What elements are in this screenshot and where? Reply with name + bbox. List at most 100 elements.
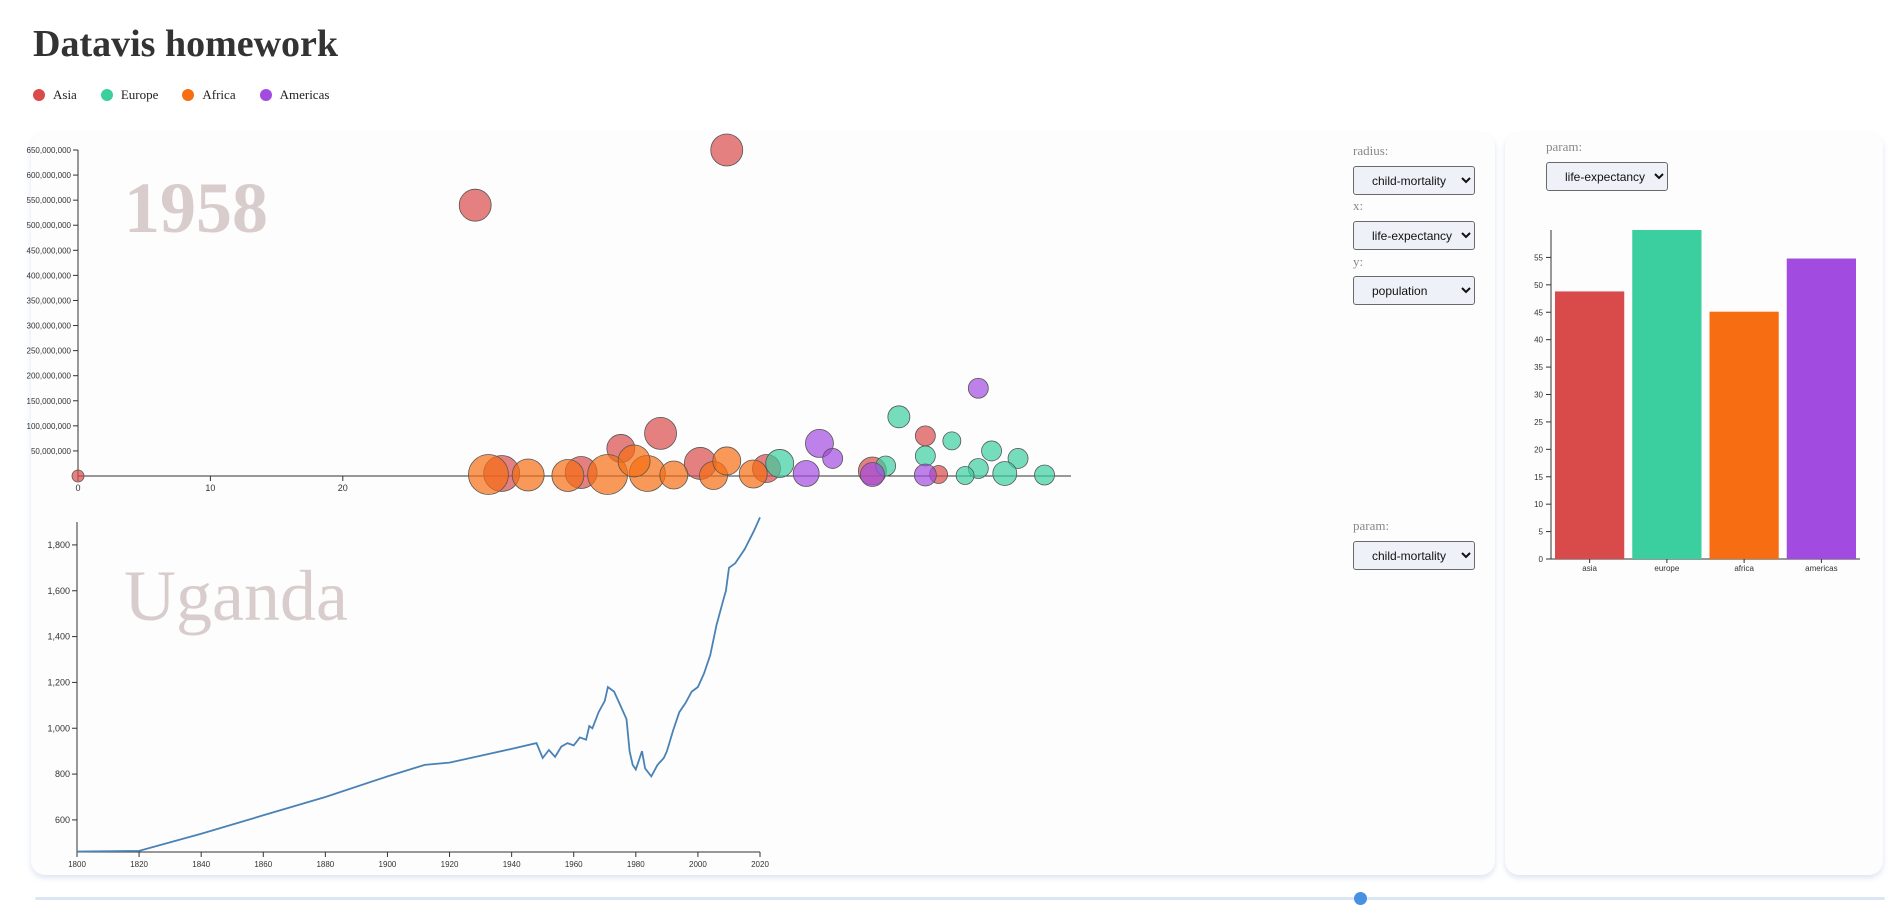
radius-label: radius:	[1353, 143, 1389, 158]
bar-y-tick-label: 25	[1534, 418, 1543, 427]
x-axis-label: x:	[1353, 198, 1364, 213]
y-axis-select[interactable]: population	[1353, 276, 1475, 305]
line-x-tick-label: 1880	[316, 860, 334, 869]
scatter-point-europe	[765, 449, 795, 478]
line-y-tick-label: 800	[55, 769, 70, 779]
year-slider-thumb[interactable]	[1354, 892, 1367, 905]
scatter-y-tick-label: 600,000,000	[27, 171, 72, 180]
scatter-x-tick-label: 10	[205, 483, 215, 493]
bar-category-label: europe	[1654, 564, 1679, 573]
scatter-point-africa	[617, 444, 651, 478]
bar-y-tick-label: 5	[1539, 528, 1544, 537]
scatter-point-americas	[913, 463, 937, 487]
scatter-point-africa	[712, 446, 742, 476]
line-x-tick-label: 1800	[68, 860, 86, 869]
scatter-point-africa	[659, 460, 689, 490]
scatter-point-europe	[992, 461, 1018, 486]
legend-item-africa: Africa	[182, 87, 236, 103]
bar-chart: 0 5 10 15 20 25 30 35 40 45 50 55 asia europe africa am…	[1534, 230, 1860, 573]
scatter-y-tick-label: 650,000,000	[27, 146, 72, 155]
scatter-y-tick-label: 100,000,000	[27, 422, 72, 431]
scatter-y-tick-label: 150,000,000	[27, 397, 72, 406]
line-x-tick-label: 1940	[503, 860, 521, 869]
bar-category-label: asia	[1582, 564, 1597, 573]
line-y-tick-label: 1,400	[47, 632, 70, 642]
scatter-point-europe	[887, 405, 911, 429]
x-axis-select[interactable]: life-expectancy	[1353, 221, 1475, 250]
scatter-y-tick-label: 400,000,000	[27, 271, 72, 280]
bar-y-tick-label: 55	[1534, 253, 1543, 262]
region-legend: Asia Europe Africa Americas	[33, 87, 353, 103]
line-param-select[interactable]: child-mortality	[1353, 541, 1475, 570]
scatter-point-asia	[458, 188, 492, 222]
line-series-uganda	[76, 517, 761, 853]
bar-y-tick-label: 45	[1534, 308, 1543, 317]
line-x-tick-label: 1860	[254, 860, 272, 869]
scatter-point-europe	[981, 440, 1002, 462]
line-y-tick-label: 1,600	[47, 586, 70, 596]
scatter-y-tick-label: 50,000,000	[31, 447, 72, 456]
scatter-point-africa	[511, 458, 545, 492]
page-title: Datavis homework	[33, 23, 339, 65]
line-y-tick-label: 1,200	[47, 677, 70, 687]
bar-y-tick-label: 10	[1534, 500, 1543, 509]
bar-y-tick-label: 0	[1539, 555, 1544, 564]
scatter-y-tick-label: 500,000,000	[27, 221, 72, 230]
legend-item-americas: Americas	[259, 87, 330, 103]
main-chart-card	[31, 133, 1495, 875]
scatter-point-africa	[551, 459, 585, 492]
line-y-tick-label: 1,800	[47, 540, 70, 550]
scatter-y-tick-label: 200,000,000	[27, 372, 72, 381]
scatter-point-europe	[914, 445, 936, 467]
line-x-tick-label: 1840	[192, 860, 210, 869]
scatter-point-asia	[710, 133, 744, 167]
bar-y-tick-label: 35	[1534, 363, 1543, 372]
legend-label-europe: Europe	[120, 87, 159, 102]
scatter-point-americas	[792, 460, 820, 487]
bar-category-label: americas	[1805, 564, 1837, 573]
line-x-tick-label: 1900	[379, 860, 397, 869]
scatter-point-asia	[644, 416, 677, 450]
line-chart: Uganda 600 800 1,000 1,200 1,400 1,600 1,800 18…	[47, 517, 769, 869]
legend-label-americas: Americas	[279, 87, 330, 102]
scatter-y-tick-label: 250,000,000	[27, 347, 72, 356]
legend-label-africa: Africa	[202, 87, 236, 102]
y-axis-label: y:	[1353, 254, 1364, 269]
scatter-y-tick-label: 350,000,000	[27, 296, 72, 305]
bar-param-select[interactable]: life-expectancy	[1546, 162, 1668, 191]
line-country-label: Uganda	[124, 556, 348, 636]
scatter-y-tick-label: 300,000,000	[27, 322, 72, 331]
line-x-tick-label: 2000	[689, 860, 707, 869]
scatter-y-tick-label: 450,000,000	[27, 246, 72, 255]
scatter-point-europe	[955, 466, 975, 485]
scatter-point-americas	[967, 377, 989, 399]
legend-label-asia: Asia	[53, 87, 77, 102]
line-param-label: param:	[1353, 518, 1390, 533]
bar-y-tick-label: 40	[1534, 336, 1543, 345]
line-x-tick-label: 2020	[751, 860, 769, 869]
scatter-point-europe	[1007, 448, 1029, 469]
scatter-point-americas	[822, 448, 844, 469]
scatter-point-americas	[860, 462, 885, 487]
legend-dot-africa	[182, 89, 195, 101]
bar-africa	[1709, 311, 1779, 559]
radius-select[interactable]: child-mortality	[1353, 166, 1475, 195]
bar-y-tick-label: 20	[1534, 445, 1543, 454]
legend-item-asia: Asia	[33, 87, 77, 103]
line-x-tick-label: 1920	[441, 860, 459, 869]
line-y-tick-label: 600	[55, 815, 70, 825]
legend-dot-americas	[259, 89, 272, 101]
line-x-tick-label: 1960	[565, 860, 583, 869]
bar-param-label: param:	[1546, 139, 1583, 154]
scatter-year-label: 1958	[124, 168, 268, 248]
scatter-point-europe	[1034, 464, 1055, 486]
legend-dot-europe	[100, 89, 113, 101]
scatter-point-asia	[914, 425, 936, 447]
bar-y-tick-label: 15	[1534, 473, 1543, 482]
scatter-point-asia	[71, 469, 85, 483]
bar-category-label: africa	[1734, 564, 1754, 573]
legend-dot-asia	[33, 89, 45, 101]
line-x-tick-label: 1820	[130, 860, 148, 869]
bar-americas	[1786, 258, 1856, 559]
year-slider-track[interactable]	[35, 897, 1885, 900]
